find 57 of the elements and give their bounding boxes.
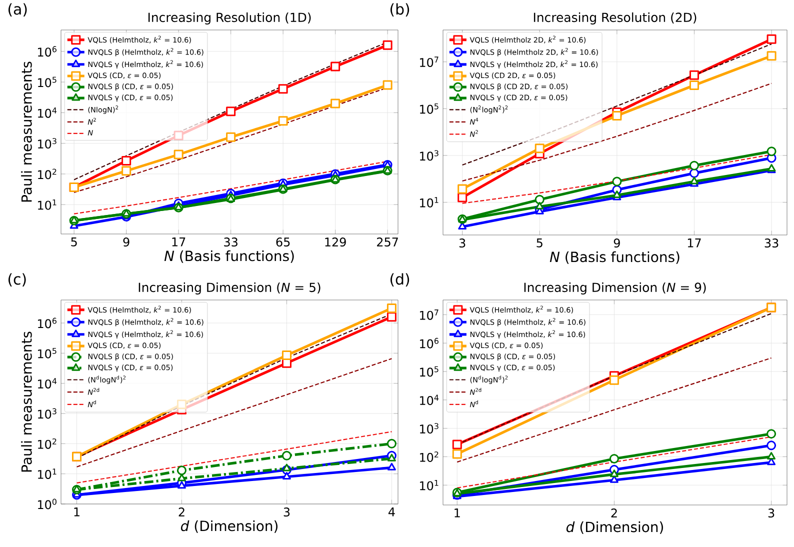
x-tick-label: 3 xyxy=(459,238,466,248)
y-axis-title: Pauli measurements xyxy=(21,332,32,472)
y-tick-label: 10$^{7}$ xyxy=(420,56,438,68)
x-tick-label: 1 xyxy=(454,508,460,518)
x-tick-label: 1 xyxy=(74,508,80,516)
y-tick-label: 10$^{3}$ xyxy=(38,408,56,419)
text: (b) xyxy=(390,3,410,16)
x-tick-label: 2 xyxy=(178,508,184,516)
y-tick-label: 10$^{1}$ xyxy=(420,480,438,490)
x-axis-title: d (Dimension) xyxy=(566,521,664,534)
x-axis-title: N (Basis functions) xyxy=(550,251,680,264)
text: (a) xyxy=(8,3,27,16)
x-tick-label: 17 xyxy=(172,238,186,246)
x-tick-label: 4 xyxy=(388,508,395,516)
y-tick-label: 10$^{2}$ xyxy=(38,438,56,449)
y-tick-label: 10$^{2}$ xyxy=(38,168,56,180)
y-tick-label: 10$^{5}$ xyxy=(38,348,56,358)
y-tick-label: 10$^{3}$ xyxy=(420,423,438,434)
y-tick-label: 10$^{7}$ xyxy=(420,310,438,320)
y-tick-label: 10$^{4}$ xyxy=(420,394,439,406)
chart-title: Increasing Dimension (N = 5) xyxy=(138,282,320,294)
x-tick-label: 5 xyxy=(71,238,77,246)
chart-title: Increasing Dimension (N = 9) xyxy=(524,282,706,294)
x-axis-title: N (Basis functions) xyxy=(164,250,294,263)
x-tick-label: 65 xyxy=(276,238,290,247)
y-tick-label: 10$^{1}$ xyxy=(38,199,56,210)
chart-title: Increasing Resolution (2D) xyxy=(534,12,696,24)
x-axis-title: d (Dimension) xyxy=(180,520,278,533)
x-tick-label: 9 xyxy=(123,238,130,247)
y-tick-label: 10$^{6}$ xyxy=(38,46,56,57)
y-tick-label: 10$^{3}$ xyxy=(38,138,56,149)
y-tick-label: 10$^{2}$ xyxy=(420,452,438,462)
x-tick-label: 129 xyxy=(325,238,346,247)
y-axis-title: Pauli measurements xyxy=(21,62,32,202)
y-tick-label: 10$^{6}$ xyxy=(420,338,438,348)
x-tick-label: 3 xyxy=(284,508,290,517)
text: (d) xyxy=(390,273,410,287)
text: (c) xyxy=(8,273,26,286)
x-tick-label: 3 xyxy=(768,508,774,518)
y-tick-label: 10$^{1}$ xyxy=(38,468,56,479)
x-tick-label: 17 xyxy=(688,238,701,248)
x-tick-label: 33 xyxy=(764,238,778,248)
y-tick-label: 10$^{6}$ xyxy=(38,318,56,328)
y-tick-label: 10$^{3}$ xyxy=(420,150,438,161)
y-tick-label: 10$^{4}$ xyxy=(38,108,57,118)
y-tick-label: 10$^{1}$ xyxy=(420,197,438,208)
x-tick-label: 9 xyxy=(614,238,620,248)
x-tick-label: 257 xyxy=(377,238,398,247)
y-tick-label: 10$^{0}$ xyxy=(38,498,56,510)
y-tick-label: 10$^{5}$ xyxy=(420,103,438,114)
chart-title: Increasing Resolution (1D) xyxy=(148,12,311,24)
y-tick-label: 10$^{5}$ xyxy=(420,366,438,377)
x-tick-label: 33 xyxy=(224,238,238,247)
y-tick-label: 10$^{5}$ xyxy=(38,76,56,88)
x-tick-label: 2 xyxy=(611,508,617,518)
x-tick-label: 5 xyxy=(536,238,542,248)
y-tick-label: 10$^{4}$ xyxy=(38,378,57,388)
